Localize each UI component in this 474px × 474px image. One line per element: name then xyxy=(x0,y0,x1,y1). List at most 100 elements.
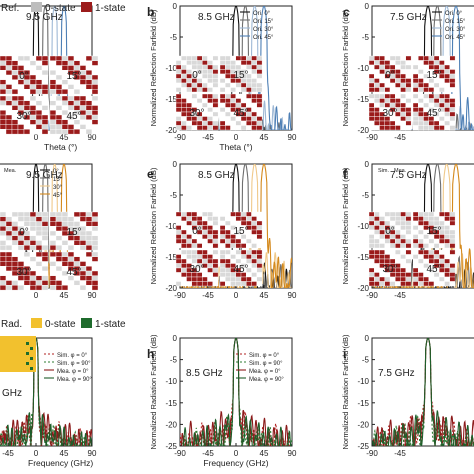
inset-cell xyxy=(207,98,214,104)
inset-cell xyxy=(186,120,193,126)
legend-label: Ori. 45° xyxy=(253,35,274,41)
inset-cell xyxy=(212,93,219,99)
x-tick-label: -90 xyxy=(174,291,186,300)
inset-cell xyxy=(29,221,37,227)
inset-cell xyxy=(256,238,263,244)
inset-cell xyxy=(35,105,43,111)
inset-cell xyxy=(225,272,231,278)
inset-cell xyxy=(240,254,247,260)
inset-cell xyxy=(400,102,407,108)
inset-cell xyxy=(405,281,412,287)
inset-cell xyxy=(91,60,99,66)
inset-cell xyxy=(219,258,226,264)
inset-cell xyxy=(85,245,93,251)
inset-cell xyxy=(17,95,25,102)
inset-cell xyxy=(418,229,424,235)
inset-cell xyxy=(405,64,412,70)
inset-cell xyxy=(0,84,7,90)
y-tick-label: -20 xyxy=(165,126,177,135)
inset-cell xyxy=(73,129,81,135)
inset-cell xyxy=(418,60,424,66)
inset-cell xyxy=(444,267,451,273)
inset-cell xyxy=(449,87,456,93)
inset-cell xyxy=(400,225,407,231)
inset-cell xyxy=(384,60,391,66)
coding-pattern-inset xyxy=(175,211,219,249)
inset-cell xyxy=(202,229,208,235)
inset-cell xyxy=(240,238,247,244)
inset-cell xyxy=(379,64,386,70)
y-tick-label: -5 xyxy=(170,191,178,200)
inset-cell xyxy=(384,220,391,226)
inset-cell xyxy=(395,60,401,66)
inset-cell xyxy=(61,129,69,135)
inset-cell xyxy=(225,238,231,244)
inset-cell xyxy=(29,95,37,102)
inset-cell xyxy=(5,216,13,222)
inset-cell xyxy=(225,87,231,93)
x-tick-label: 0 xyxy=(34,291,39,300)
inset-cell xyxy=(191,64,198,70)
inset-cell xyxy=(374,234,380,240)
inset-cell xyxy=(5,240,13,246)
inset-cell xyxy=(85,261,93,267)
inset-cell xyxy=(230,258,237,264)
inset-cell xyxy=(395,249,401,255)
inset-cell xyxy=(207,216,214,222)
inset-cell xyxy=(405,220,412,226)
inset-cell xyxy=(55,60,63,66)
inset-cell xyxy=(196,82,203,88)
inset-cell xyxy=(428,64,435,70)
inset-cell xyxy=(240,102,247,108)
inset-cell xyxy=(41,235,49,241)
inset-cell xyxy=(29,256,37,262)
inset-cell xyxy=(368,120,375,126)
inset-cell xyxy=(444,216,451,222)
inset-cell xyxy=(0,285,7,291)
inset-cell xyxy=(400,64,407,70)
inset-cell xyxy=(428,258,435,264)
inset-cell xyxy=(0,79,7,85)
inset-cell xyxy=(400,60,407,66)
inset-cell xyxy=(5,266,13,272)
inset-cell xyxy=(175,102,182,108)
inset-cell xyxy=(91,251,99,258)
inset-cell xyxy=(186,125,193,131)
inset-cell xyxy=(202,254,208,260)
inset-cell xyxy=(423,93,430,99)
inset-cell xyxy=(23,240,31,246)
inset-cell xyxy=(175,93,182,99)
inset-cell xyxy=(61,240,69,246)
inset-cell xyxy=(85,211,93,218)
inset-cell xyxy=(230,238,237,244)
inset-cell xyxy=(186,60,193,66)
inset-cell xyxy=(5,221,13,227)
inset-cell xyxy=(212,234,219,240)
inset-cell xyxy=(35,240,43,246)
inset-cell xyxy=(423,55,430,61)
inset-cell xyxy=(61,65,69,71)
inset-cell xyxy=(412,211,419,217)
inset-cell xyxy=(428,98,435,104)
inset-cell xyxy=(374,60,380,66)
inset-cell xyxy=(35,124,43,130)
inset-cell xyxy=(444,125,451,131)
inset-cell xyxy=(202,82,208,88)
inset-cell xyxy=(235,64,242,70)
inset-cell xyxy=(0,95,7,102)
inset-cell xyxy=(389,87,396,93)
inset-cell xyxy=(73,261,81,267)
inset-cell xyxy=(0,65,7,71)
inset-cell xyxy=(5,84,13,90)
inset-cell xyxy=(29,280,37,286)
inset-cell xyxy=(251,211,258,217)
inset-cell xyxy=(225,78,231,84)
inset-cell xyxy=(368,111,375,117)
inset-cell xyxy=(235,281,242,287)
inset-cell xyxy=(256,272,263,278)
inset-cell xyxy=(246,254,252,260)
inset-cell xyxy=(55,74,63,81)
y-tick-label: -15 xyxy=(165,399,177,408)
inset-cell xyxy=(433,281,440,287)
inset-cell xyxy=(212,238,219,244)
